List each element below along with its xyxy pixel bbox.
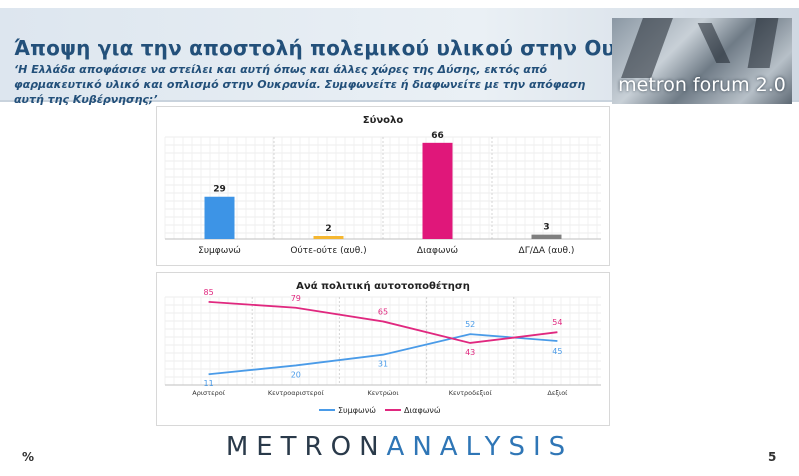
- line-point-label: 65: [378, 307, 388, 316]
- ideology-chart-title: Ανά πολιτική αυτοτοποθέτηση: [296, 281, 470, 292]
- bar-value-label: 66: [431, 131, 444, 141]
- total-bar-chart: 29 Συμφωνώ 2 Ούτε-ούτε (αυθ.) 66 Διαφωνώ 3 ΔΓ/Δ…: [164, 131, 601, 256]
- line-point-label: 43: [465, 348, 475, 357]
- line-point-label: 52: [465, 320, 475, 329]
- line-point-label: 79: [291, 294, 301, 303]
- total-chart-panel: Σύνολο 29 Συμφωνώ 2 Ούτε-ούτε (αυθ.) 66 Διαφω…: [156, 106, 610, 266]
- header-banner: Άποψη για την αποστολή πολεμικού υλικού …: [0, 8, 799, 106]
- bar-category-label: Διαφωνώ: [417, 245, 458, 256]
- line-category-label: Δεξιοί: [547, 389, 568, 397]
- line-point-label: 20: [291, 370, 301, 379]
- line-point-label: 31: [378, 360, 388, 369]
- line-point-label: 54: [552, 318, 562, 327]
- line-series-0: [208, 333, 558, 376]
- bar-1: [313, 236, 344, 239]
- question-text: ‘Η Ελλάδα αποφάσισε να στείλει και αυτή …: [14, 63, 586, 106]
- line-point-label: 85: [204, 288, 214, 297]
- line-category-label: Κεντροδεξιοί: [449, 389, 493, 397]
- line-category-label: Κεντροαριστεροί: [268, 389, 325, 397]
- ideology-chart-panel: Ανά πολιτική αυτοτοποθέτηση 11 20 31 52 45 85…: [156, 272, 610, 426]
- total-chart-title: Σύνολο: [362, 115, 404, 126]
- legend-label: Συμφωνώ: [338, 405, 376, 415]
- bar-value-label: 2: [325, 224, 331, 234]
- brand-part1: METRON: [225, 432, 387, 462]
- bar-0: [204, 196, 235, 239]
- line-legend: Συμφωνώ Διαφωνώ: [319, 405, 441, 415]
- bar-category-label: ΔΓ/ΔΑ (αυθ.): [519, 246, 575, 256]
- bar-3: [531, 234, 562, 239]
- unit-label: %: [22, 450, 35, 464]
- brand-part2: ANALYSIS: [386, 432, 574, 462]
- bar-category-label: Συμφωνώ: [198, 245, 241, 256]
- line-category-label: Κεντρώοι: [367, 389, 398, 397]
- bar-value-label: 3: [543, 223, 549, 233]
- metron-analysis-logo: METRONANALYSIS: [0, 432, 799, 462]
- bar-grid: [164, 136, 601, 239]
- page-number: 5: [768, 450, 777, 464]
- bar-value-label: 29: [213, 185, 226, 195]
- ideology-line-chart: 11 20 31 52 45 85 79 65 43 54 Αριστεροί Κεντροαριστ…: [164, 288, 601, 415]
- line-series-1: [208, 300, 558, 344]
- line-point-label: 11: [204, 379, 214, 388]
- legend-label: Διαφωνώ: [404, 405, 441, 415]
- page-title: Άποψη για την αποστολή πολεμικού υλικού …: [14, 36, 694, 60]
- bar-2: [422, 142, 453, 239]
- metron-forum-logo: metron forum 2.0: [612, 18, 792, 104]
- line-category-label: Αριστεροί: [192, 389, 225, 397]
- bar-category-label: Ούτε-ούτε (αυθ.): [290, 245, 366, 256]
- line-point-label: 45: [552, 347, 562, 356]
- logo-text: metron forum 2.0: [618, 74, 786, 96]
